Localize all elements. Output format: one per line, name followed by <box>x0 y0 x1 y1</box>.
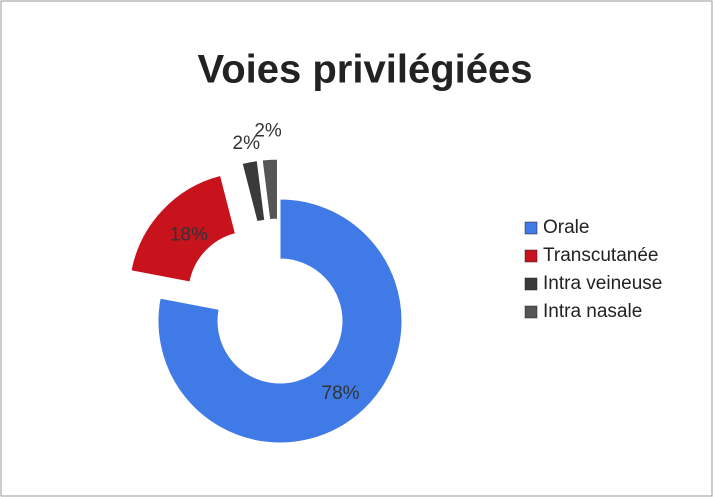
legend-label: Transcutanée <box>543 245 658 266</box>
slice <box>241 160 266 223</box>
legend-marker <box>524 277 538 291</box>
legend-marker <box>524 249 538 263</box>
slice <box>157 198 403 444</box>
slice <box>261 158 278 221</box>
chart-title: Voies privilégiées <box>198 48 533 92</box>
slice <box>130 174 237 283</box>
legend-label: Intra nasale <box>543 301 642 322</box>
legend-label: Orale <box>543 217 589 238</box>
legend-label: Intra veineuse <box>543 273 662 294</box>
value-label: 18% <box>170 224 208 245</box>
legend-marker <box>524 221 538 235</box>
value-label: 2% <box>233 133 261 154</box>
legend-marker <box>524 305 538 319</box>
value-label: 78% <box>322 383 360 404</box>
value-label: 2% <box>254 120 282 141</box>
